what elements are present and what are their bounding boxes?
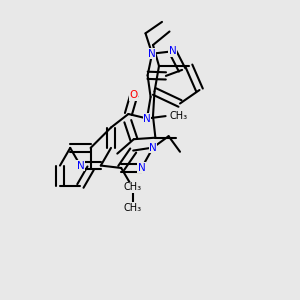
Text: N: N [138, 163, 146, 173]
Text: CH₃: CH₃ [169, 111, 187, 121]
Text: N: N [148, 49, 156, 59]
Text: N: N [169, 46, 176, 56]
Text: CH₃: CH₃ [124, 202, 142, 213]
Text: O: O [130, 90, 138, 100]
Text: N: N [143, 113, 151, 124]
Text: N: N [76, 160, 84, 171]
Text: N: N [149, 142, 157, 153]
Text: CH₃: CH₃ [124, 182, 142, 193]
